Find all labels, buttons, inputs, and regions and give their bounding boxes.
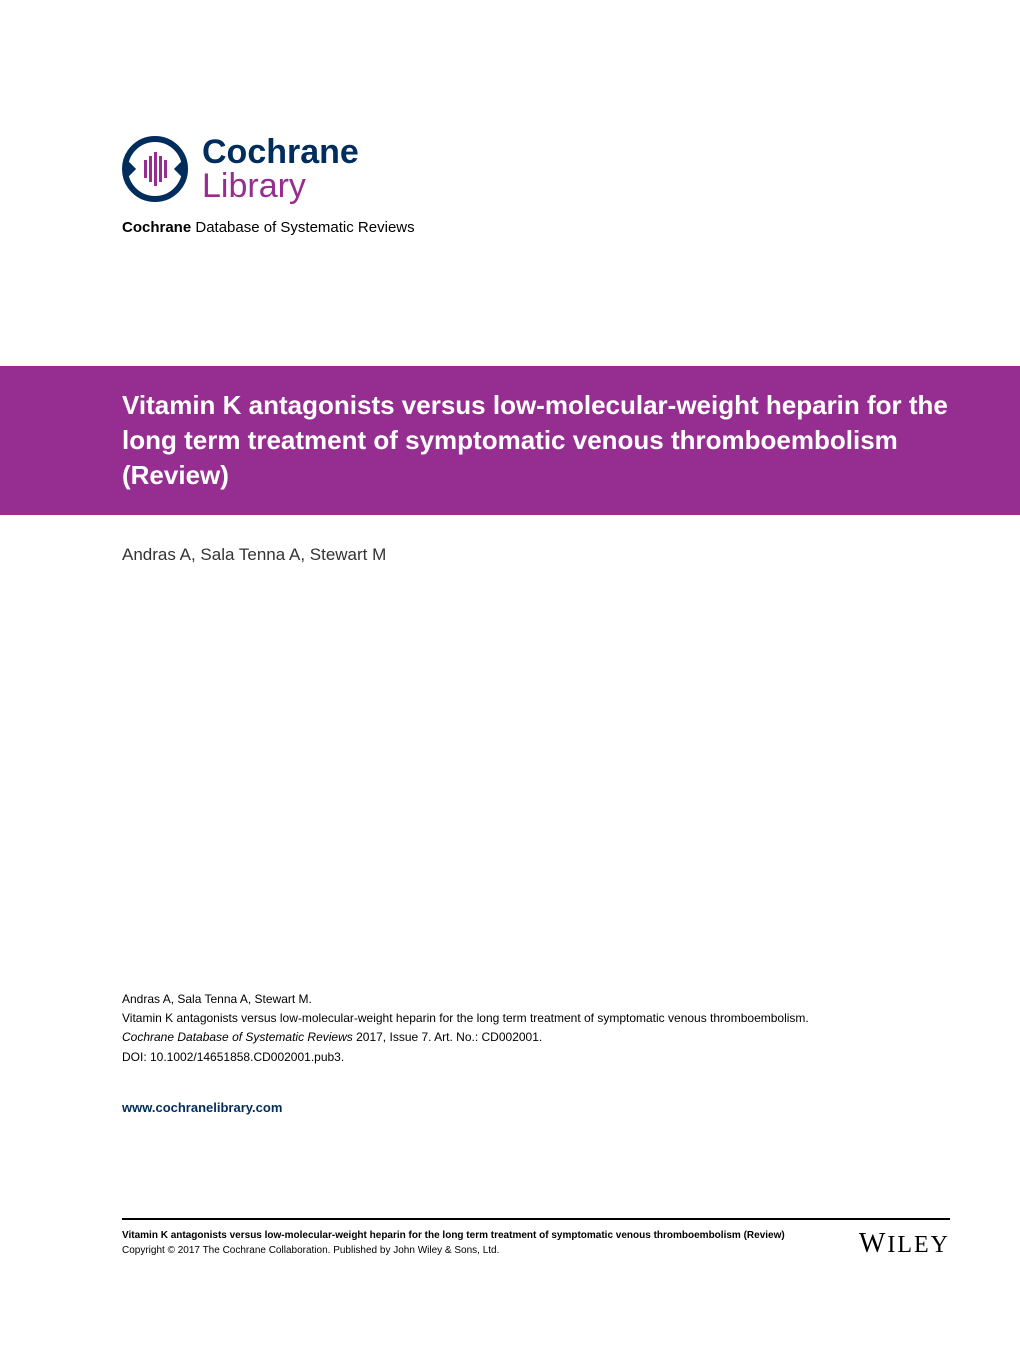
wiley-logo: WILEY (859, 1228, 950, 1260)
citation-title: Vitamin K antagonists versus low-molecul… (122, 1009, 809, 1028)
cochrane-logo-text: Cochrane Library (202, 135, 359, 203)
subtitle-bold: Cochrane (122, 219, 191, 236)
logo-brand-bottom: Library (202, 169, 359, 203)
authors: Andras A, Sala Tenna A, Stewart M (0, 545, 1020, 565)
citation-doi: DOI: 10.1002/14651858.CD002001.pub3. (122, 1048, 809, 1067)
header-section: Cochrane Library Cochrane Database of Sy… (0, 135, 1020, 236)
footer-title: Vitamin K antagonists versus low-molecul… (122, 1228, 785, 1243)
footer-copyright: Copyright © 2017 The Cochrane Collaborat… (122, 1243, 785, 1258)
review-title: Vitamin K antagonists versus low-molecul… (122, 388, 950, 493)
database-subtitle: Cochrane Database of Systematic Reviews (122, 219, 1020, 236)
citation-journal-line: Cochrane Database of Systematic Reviews … (122, 1028, 809, 1047)
logo-brand-top: Cochrane (202, 135, 359, 169)
footer-divider (122, 1218, 950, 1220)
citation-authors: Andras A, Sala Tenna A, Stewart M. (122, 990, 809, 1009)
wiley-text: ILEY (887, 1232, 950, 1258)
website-link[interactable]: www.cochranelibrary.com (122, 1100, 282, 1115)
title-banner: Vitamin K antagonists versus low-molecul… (0, 366, 1020, 515)
document-page: Cochrane Library Cochrane Database of Sy… (0, 0, 1020, 1357)
footer-text: Vitamin K antagonists versus low-molecul… (122, 1228, 785, 1258)
subtitle-rest: Database of Systematic Reviews (191, 219, 414, 236)
citation-block: Andras A, Sala Tenna A, Stewart M. Vitam… (122, 990, 809, 1067)
footer-row: Vitamin K antagonists versus low-molecul… (122, 1228, 950, 1260)
cochrane-logo-icon (122, 136, 188, 202)
citation-journal: Cochrane Database of Systematic Reviews (122, 1030, 353, 1044)
citation-issue: 2017, Issue 7. Art. No.: CD002001. (353, 1030, 542, 1044)
cochrane-logo: Cochrane Library (122, 135, 1020, 203)
